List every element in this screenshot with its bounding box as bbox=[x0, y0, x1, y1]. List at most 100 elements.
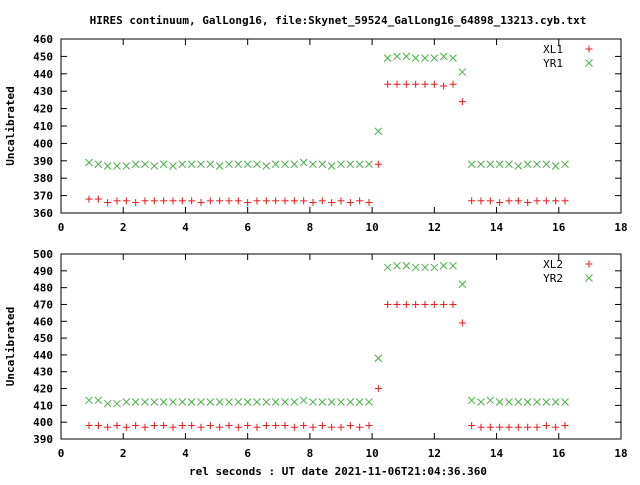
data-point bbox=[337, 197, 345, 205]
y-tick-label: 360 bbox=[33, 207, 53, 220]
data-point bbox=[523, 398, 532, 406]
data-point bbox=[552, 423, 560, 431]
data-point bbox=[215, 162, 224, 170]
data-point bbox=[141, 398, 149, 406]
data-point bbox=[85, 396, 93, 405]
data-point bbox=[300, 422, 308, 430]
data-point bbox=[262, 422, 270, 430]
data-point-d2 bbox=[439, 261, 448, 270]
data-point-d2 bbox=[122, 398, 131, 406]
data-point bbox=[178, 197, 186, 205]
x-tick-label: 8 bbox=[307, 221, 314, 234]
data-point bbox=[514, 398, 523, 406]
data-point bbox=[225, 422, 233, 430]
data-point bbox=[561, 160, 569, 169]
data-point bbox=[104, 199, 112, 207]
data-point bbox=[486, 197, 494, 205]
data-point-d2 bbox=[103, 162, 112, 170]
data-point-d2 bbox=[215, 398, 224, 406]
x-tick-label: 2 bbox=[120, 221, 127, 234]
data-point bbox=[132, 199, 140, 207]
data-point bbox=[458, 280, 467, 289]
data-point bbox=[188, 197, 196, 205]
data-point-d2 bbox=[439, 52, 448, 61]
data-point bbox=[272, 422, 280, 430]
data-point-d2 bbox=[355, 398, 364, 406]
data-point-d2 bbox=[393, 52, 401, 61]
data-point bbox=[561, 398, 569, 406]
data-point bbox=[468, 197, 476, 205]
data-point bbox=[131, 398, 140, 406]
data-point bbox=[262, 398, 271, 406]
series-XL1 bbox=[85, 80, 569, 207]
data-point bbox=[495, 160, 504, 169]
data-point bbox=[496, 423, 504, 431]
data-point bbox=[234, 398, 243, 406]
data-point-d2 bbox=[187, 160, 196, 169]
data-point bbox=[215, 398, 224, 406]
data-point bbox=[477, 398, 485, 406]
data-point-d2 bbox=[505, 160, 513, 169]
data-point-d2 bbox=[495, 398, 504, 406]
data-point-d2 bbox=[505, 398, 513, 406]
data-point bbox=[197, 199, 205, 207]
panel-2: 0 2 4 6 8 10 12 14 16 18 390 400 410 420 430 440 450 460 4… bbox=[4, 248, 628, 460]
data-point bbox=[440, 300, 448, 308]
data-point-d2 bbox=[299, 396, 308, 405]
data-point-d2 bbox=[561, 398, 569, 406]
data-point bbox=[225, 160, 233, 169]
data-point bbox=[122, 423, 130, 431]
data-point bbox=[514, 197, 522, 205]
data-point bbox=[122, 398, 131, 406]
data-point bbox=[327, 398, 336, 406]
data-point-d2 bbox=[542, 398, 551, 406]
data-point-d2 bbox=[374, 354, 383, 363]
data-point-d2 bbox=[561, 160, 569, 169]
data-point bbox=[355, 398, 364, 406]
data-point-d2 bbox=[421, 263, 429, 272]
data-point bbox=[383, 263, 392, 272]
data-point-d2 bbox=[486, 396, 495, 405]
data-point bbox=[430, 263, 439, 272]
data-point bbox=[365, 199, 373, 207]
data-point bbox=[253, 197, 261, 205]
data-point bbox=[412, 300, 420, 308]
data-point bbox=[132, 422, 140, 430]
data-point bbox=[430, 300, 438, 308]
data-point-d2 bbox=[178, 160, 187, 169]
legend-label: XL2 bbox=[543, 258, 563, 271]
data-point bbox=[533, 398, 541, 406]
plot-frame bbox=[60, 253, 622, 440]
data-point bbox=[253, 423, 261, 431]
data-point bbox=[328, 423, 336, 431]
data-point bbox=[411, 54, 420, 62]
data-point-d2 bbox=[309, 160, 317, 169]
data-point bbox=[346, 199, 354, 207]
data-point bbox=[374, 160, 382, 168]
data-point bbox=[169, 162, 177, 170]
data-point bbox=[542, 160, 551, 169]
data-point bbox=[188, 422, 196, 430]
data-point-d2 bbox=[523, 160, 532, 169]
x-tick-label: 14 bbox=[490, 221, 504, 234]
y-tick-label: 500 bbox=[33, 248, 53, 261]
data-point-d2 bbox=[355, 160, 364, 169]
data-point bbox=[384, 300, 392, 308]
data-point-d2 bbox=[421, 54, 429, 62]
data-point bbox=[150, 197, 158, 205]
data-point-d2 bbox=[346, 398, 355, 406]
data-point bbox=[299, 158, 308, 167]
data-point bbox=[234, 197, 242, 205]
data-point-d2 bbox=[449, 54, 457, 62]
data-point bbox=[421, 80, 429, 88]
x-tick-label: 14 bbox=[490, 447, 504, 460]
data-point bbox=[150, 398, 159, 406]
data-point-d2 bbox=[449, 261, 457, 270]
data-point-d2 bbox=[243, 160, 252, 169]
data-point-d2 bbox=[169, 162, 177, 170]
data-point bbox=[356, 197, 364, 205]
y-tick-label: 450 bbox=[33, 332, 53, 345]
data-point-d2 bbox=[253, 160, 261, 169]
data-point bbox=[159, 160, 168, 169]
data-point-d2 bbox=[290, 398, 299, 406]
